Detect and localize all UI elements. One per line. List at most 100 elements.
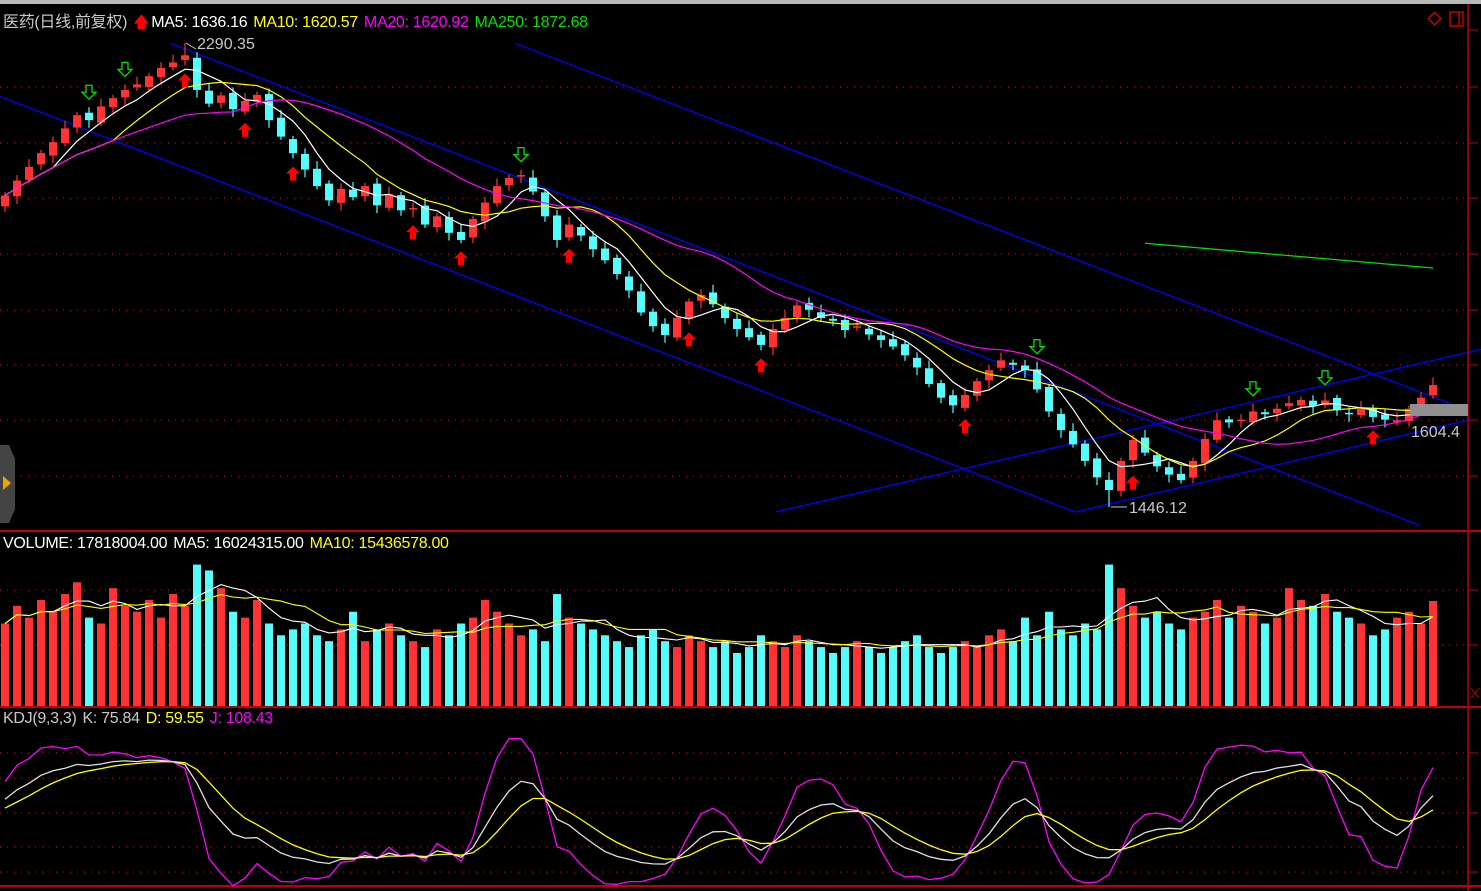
candle-body <box>601 248 609 261</box>
candle-body <box>97 106 105 123</box>
volume-bar <box>289 629 297 706</box>
volume-bar <box>961 641 969 706</box>
volume-bar <box>757 635 765 706</box>
volume-bar <box>1237 605 1245 706</box>
candle-body <box>913 357 921 368</box>
volume-bar <box>1393 617 1401 706</box>
volume-bar <box>1 623 9 706</box>
candle-body <box>73 115 81 128</box>
candle-body <box>1357 408 1365 416</box>
last-price-marker <box>1410 404 1468 416</box>
volume-bar <box>1093 629 1101 706</box>
k-value: K: 75.84 <box>82 710 140 727</box>
candle-body <box>1057 413 1065 431</box>
volume-bar <box>769 641 777 706</box>
trendline <box>169 42 1421 526</box>
candle-body <box>157 67 165 77</box>
volume-bar <box>445 635 453 706</box>
expand-arrow-icon <box>3 476 11 490</box>
candle-body <box>1285 403 1293 407</box>
candle-body <box>85 112 93 121</box>
volume-bar <box>1225 617 1233 706</box>
candle-body <box>553 215 561 240</box>
volume-bar <box>673 647 681 706</box>
volume-bar <box>61 594 69 706</box>
volume-bar <box>853 641 861 706</box>
candle-body <box>481 202 489 222</box>
kdj-header: KDJ(9,3,3) K: 75.84 D: 59.55 J: 108.43 <box>3 710 279 728</box>
candle-body <box>373 183 381 206</box>
volume-bar <box>925 647 933 706</box>
volume-header: VOLUME: 17818004.00 MA5: 16024315.00 MA10:… <box>3 535 455 553</box>
candle-body <box>853 326 861 328</box>
volume-bar <box>949 647 957 706</box>
buy-arrow-icon <box>1126 475 1140 490</box>
candle-body <box>349 189 357 198</box>
candle-body <box>1369 407 1377 417</box>
volume-ma10-line <box>4 594 1434 648</box>
candle-body <box>1117 460 1125 491</box>
volume-bar <box>1345 617 1353 706</box>
close-pane-icon[interactable] <box>1470 687 1480 699</box>
candle-body <box>1417 397 1425 408</box>
candle-body <box>1045 386 1053 412</box>
candle-body <box>925 368 933 384</box>
volume-bar <box>661 641 669 706</box>
volume-bar <box>589 629 597 706</box>
high-pointer <box>185 42 197 50</box>
volume-bar <box>301 623 309 706</box>
volume-bar <box>373 629 381 706</box>
kdj-title: KDJ(9,3,3) <box>3 710 77 727</box>
volume-bar <box>1081 623 1089 706</box>
candle-body <box>685 301 693 319</box>
candle-body <box>325 183 333 201</box>
volume-bar <box>493 611 501 706</box>
ma20-line <box>4 99 1434 445</box>
buy-arrow-icon <box>454 251 468 266</box>
candle-body <box>433 216 441 228</box>
collapse-panel-tab[interactable] <box>0 445 15 523</box>
candle-body <box>1093 458 1101 478</box>
kdj-k-line <box>4 759 1434 865</box>
volume-bar <box>1009 641 1017 706</box>
volume-bar <box>805 641 813 706</box>
pane-dividers <box>0 530 1481 887</box>
candle-body <box>469 219 477 238</box>
candle-body <box>577 227 585 236</box>
volume-bar <box>1309 605 1317 706</box>
grid-lines <box>0 86 1468 873</box>
volume-bar <box>1165 623 1173 706</box>
volume-bar <box>985 635 993 706</box>
candle-body <box>1165 467 1173 475</box>
volume-bar <box>325 641 333 706</box>
candle-body <box>289 139 297 154</box>
volume-bar <box>1273 617 1281 706</box>
candle-body <box>1261 412 1269 415</box>
volume-bar <box>1153 611 1161 706</box>
candle-body <box>49 142 57 156</box>
volume-bar <box>1285 588 1293 706</box>
candle-body <box>421 205 429 225</box>
volume-bar <box>637 635 645 706</box>
volume-bar <box>85 617 93 706</box>
volume-bar <box>421 647 429 706</box>
diamond-icon[interactable] <box>1427 11 1442 26</box>
candle-body <box>1177 473 1185 481</box>
candle-body <box>37 153 45 165</box>
high-price-label: 2290.35 <box>197 36 255 53</box>
volume-bar <box>349 611 357 706</box>
volume-bar <box>781 647 789 706</box>
candle-body <box>877 335 885 340</box>
volume-bar <box>577 623 585 706</box>
candle-body <box>973 381 981 396</box>
candle-body <box>889 339 897 347</box>
volume-bar <box>241 617 249 706</box>
candle-body <box>1201 438 1209 464</box>
volume-bar <box>193 564 201 706</box>
candle-body <box>781 317 789 330</box>
volume-bar <box>745 647 753 706</box>
layout-toggle-icon[interactable] <box>1449 11 1464 27</box>
volume-bar <box>1021 617 1029 706</box>
volume-bar <box>409 641 417 706</box>
